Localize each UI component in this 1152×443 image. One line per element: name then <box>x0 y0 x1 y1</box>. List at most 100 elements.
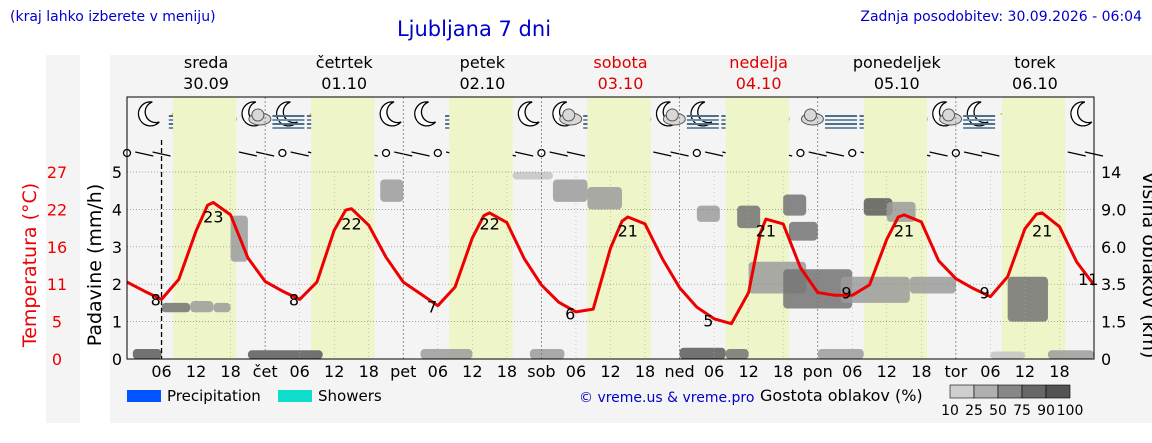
hour-tick: 12 <box>600 362 620 381</box>
day-date: 05.10 <box>874 74 920 93</box>
moon-cloud-icon <box>655 101 686 127</box>
wind-barb <box>135 151 154 157</box>
hour-tick: 18 <box>773 362 793 381</box>
day-name: nedelja <box>729 53 788 72</box>
day-abbr-tick: tor <box>945 362 968 381</box>
wind-barb <box>963 151 983 157</box>
day-name: petek <box>460 53 506 72</box>
cloud-patch <box>529 349 565 359</box>
cloud-height-tick: 3.5 <box>1101 275 1126 294</box>
showers-legend-label: Showers <box>318 387 382 405</box>
temperature-label: 21 <box>618 222 638 241</box>
cloud-height-axis-label: Višina oblakov (km) <box>1138 172 1152 359</box>
cloud-patch <box>380 179 404 202</box>
precipitation-tick: 3 <box>112 238 122 257</box>
day-date: 04.10 <box>736 74 782 93</box>
density-level: 50 <box>989 403 1007 419</box>
showers-legend-swatch <box>278 390 312 402</box>
temperature-line <box>126 201 1096 326</box>
cloud-density-scale: 10 25 50 75 90 100 <box>941 384 1084 419</box>
day-headers: sreda 30.09 četrtek 01.10 petek 02.10 sobota 03… <box>183 53 1058 93</box>
temperature-label: 9 <box>841 284 851 303</box>
hour-tick: 12 <box>324 362 344 381</box>
wind-barb <box>549 151 568 157</box>
hour-tick: 18 <box>497 362 517 381</box>
temperature-label: 21 <box>894 222 914 241</box>
temperature-tick: 27 <box>47 163 67 182</box>
page-title: Ljubljana 7 dni <box>397 17 551 41</box>
moon-fog-icon <box>686 101 719 129</box>
density-swatch <box>1045 384 1071 399</box>
hour-tick: 06 <box>428 362 448 381</box>
cloud-patch <box>679 347 726 359</box>
last-update-text: Zadnja posodobitev: 30.09.2026 - 06:04 <box>860 9 1142 25</box>
wind-calm-marker <box>381 148 391 158</box>
cloud-patch <box>817 349 864 359</box>
density-level: 25 <box>965 403 983 419</box>
precipitation-tick: 2 <box>112 275 122 294</box>
wind-barb <box>411 151 430 157</box>
day-name: sreda <box>184 53 228 72</box>
wind-barb <box>290 151 309 157</box>
temperature-axis-strip <box>46 55 80 423</box>
temperature-label: 7 <box>427 298 437 317</box>
cloud-height-tick: 0 <box>1101 350 1111 369</box>
cloud-patch <box>840 276 910 303</box>
region-hint-link[interactable]: (kraj lahko izberete v meniju) <box>10 9 216 25</box>
temperature-label: 9 <box>980 284 990 303</box>
credit-link[interactable]: © vreme.us & vreme.pro <box>579 390 754 406</box>
day-name: četrtek <box>316 53 374 72</box>
cloud-patch <box>725 349 749 359</box>
density-swatch <box>949 384 975 399</box>
temperature-tick: 0 <box>52 350 62 369</box>
hour-tick: 18 <box>911 362 931 381</box>
day-abbr-tick: ned <box>665 362 695 381</box>
day-date: 02.10 <box>459 74 505 93</box>
temperature-tick: 16 <box>47 238 67 257</box>
hour-tick: 18 <box>359 362 379 381</box>
cloud-patch <box>990 351 1025 359</box>
hour-tick: 06 <box>980 362 1000 381</box>
hour-tick: 18 <box>220 362 240 381</box>
day-date: 01.10 <box>321 74 367 93</box>
wind-calm-marker <box>848 148 857 158</box>
precipitation-axis-label: Padavine (mm/h) <box>84 184 106 347</box>
temperature-label: 21 <box>756 222 776 241</box>
daylight-band <box>449 97 513 359</box>
moon-fog-icon <box>272 101 305 129</box>
temperature-label: 8 <box>289 291 299 310</box>
cloud-patch <box>909 276 956 294</box>
moon-fog-icon <box>963 101 996 129</box>
wind-barb <box>238 151 258 157</box>
wind-barb <box>566 151 586 157</box>
hour-tick: 06 <box>842 362 862 381</box>
hour-tick: 12 <box>462 362 482 381</box>
moon-icon <box>517 101 540 127</box>
wind-calm-marker <box>692 148 701 158</box>
cloud-patch <box>247 350 323 359</box>
density-level: 100 <box>1057 403 1084 419</box>
cloud-patch <box>863 198 893 216</box>
cloud-patch <box>783 194 807 216</box>
legend: Precipitation Showers © vreme.us & vreme… <box>127 384 1084 419</box>
hour-tick: 06 <box>566 362 586 381</box>
density-swatch <box>997 384 1023 399</box>
hour-tick: 18 <box>635 362 655 381</box>
precipitation-legend-swatch <box>127 390 161 402</box>
wind-barb <box>929 151 948 157</box>
cloud-patch <box>1007 276 1048 322</box>
day-date: 03.10 <box>598 74 644 93</box>
cloud-patch <box>132 349 162 359</box>
day-name: sobota <box>593 53 647 72</box>
cloud-patch <box>783 269 853 309</box>
day-date: 06.10 <box>1012 74 1058 93</box>
hour-tick: 12 <box>186 362 206 381</box>
cloud-height-tick: 9.0 <box>1101 200 1126 219</box>
density-level: 10 <box>941 403 959 419</box>
temperature-label: 21 <box>1032 222 1052 241</box>
wind-barb <box>152 151 171 157</box>
hour-tick: 06 <box>289 362 309 381</box>
density-swatch <box>973 384 999 399</box>
